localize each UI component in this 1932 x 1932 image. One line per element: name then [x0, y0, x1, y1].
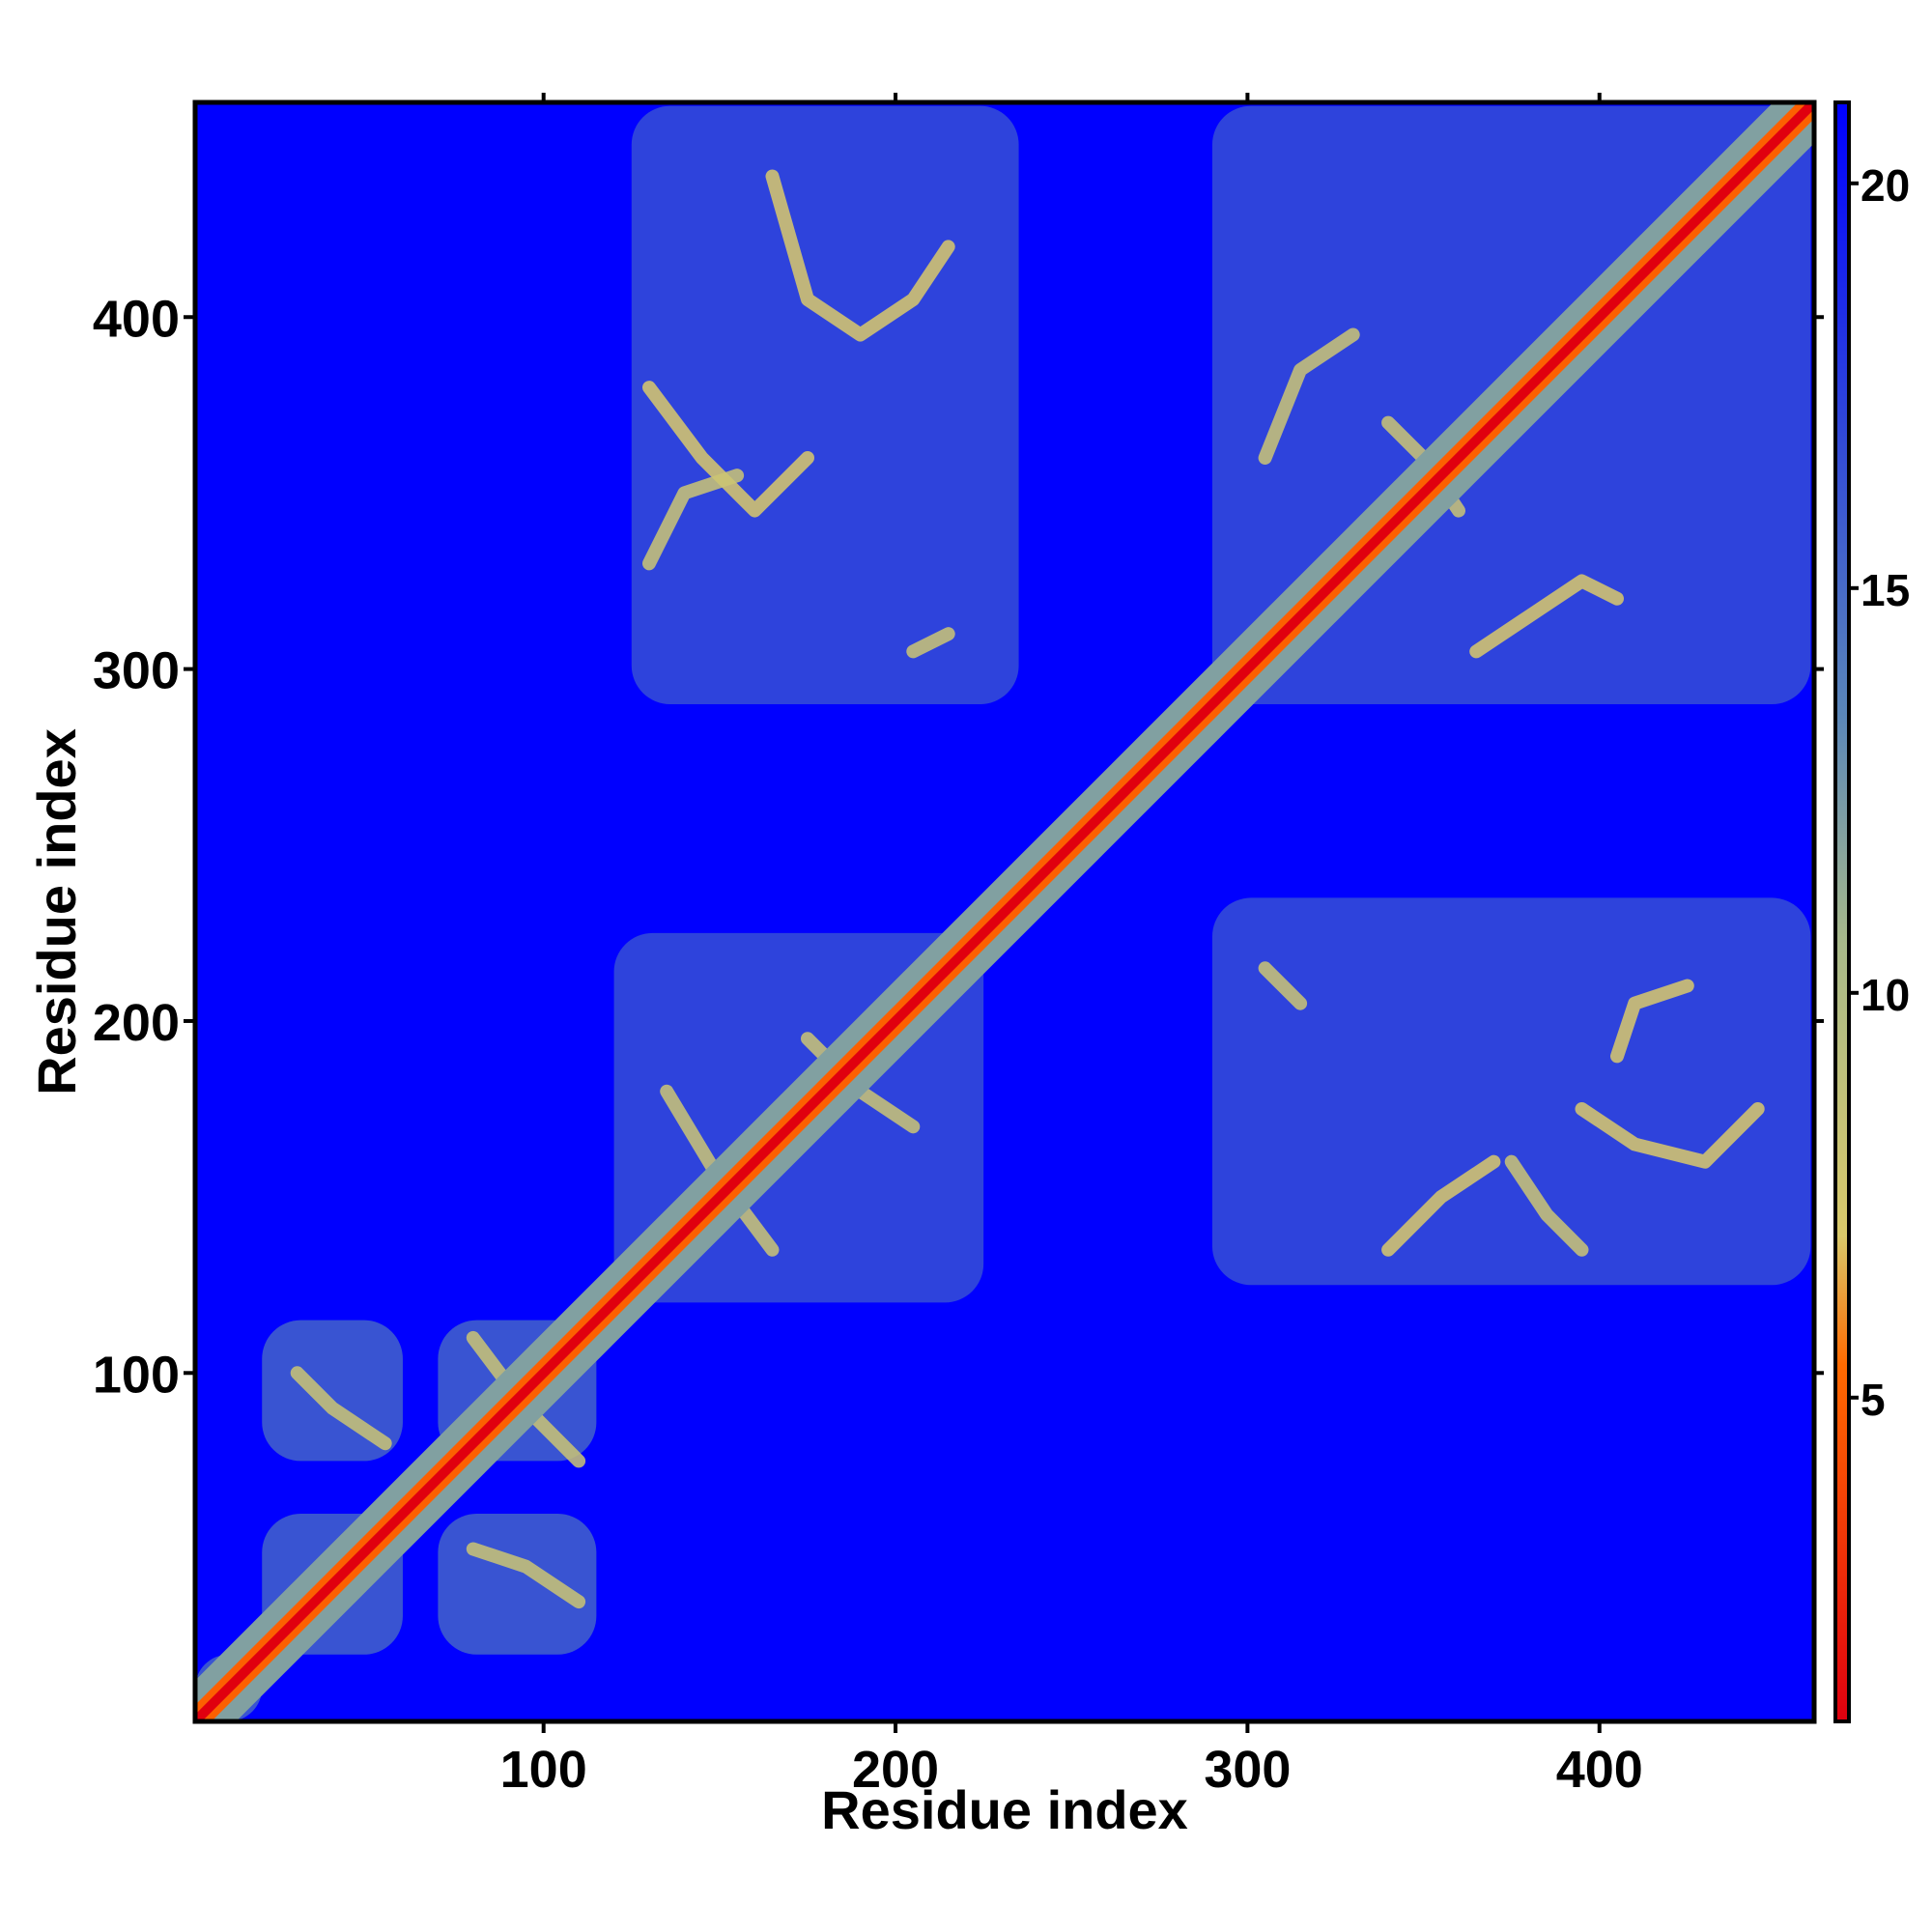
x-tick-label: 400 — [1556, 1741, 1643, 1799]
contact-arc-9 — [1381, 1154, 1501, 1257]
contact-domain-3 — [438, 1514, 597, 1655]
colorbar-tick-label: 20 — [1861, 160, 1910, 211]
right-axis-ticks — [1814, 315, 1824, 1376]
top-axis-ticks — [541, 93, 1602, 102]
contact-arc-7 — [1610, 979, 1694, 1064]
x-tick-label: 200 — [852, 1741, 939, 1799]
colorbar-ticks: 5 10 15 20 — [1849, 160, 1910, 1425]
contact-domain-7 — [1211, 897, 1811, 1286]
plot-frame — [192, 99, 1817, 1724]
colorbar-tick-label: 15 — [1861, 565, 1910, 615]
x-tick-label: 300 — [1204, 1741, 1291, 1799]
contact-arc-10 — [1504, 1154, 1589, 1257]
plot-area — [195, 102, 1814, 1721]
y-tick-label: 100 — [93, 1346, 180, 1404]
contact-arc-6 — [1469, 574, 1624, 659]
contact-arc-0 — [765, 169, 955, 342]
contact-arc-14 — [466, 1542, 586, 1609]
y-tick-label: 400 — [93, 290, 180, 348]
y-axis: 100 200 300 400 — [93, 290, 195, 1404]
contact-domain-6 — [631, 105, 1019, 705]
contact-arc-4 — [1258, 327, 1360, 465]
y-tick-label: 300 — [93, 642, 180, 700]
contact-arc-11 — [1258, 961, 1308, 1010]
colorbar: 5 10 15 20 — [1833, 100, 1910, 1723]
contact-arc-2 — [642, 469, 745, 571]
colorbar-tick-label: 5 — [1861, 1375, 1886, 1425]
contact-arc-8 — [1575, 1102, 1765, 1169]
y-axis-title: Residue index — [26, 728, 87, 1095]
diagonal-core — [195, 102, 1814, 1721]
y-tick-label: 200 — [93, 994, 180, 1052]
x-axis-title: Residue index — [821, 1779, 1188, 1840]
colorbar-bar — [1833, 100, 1851, 1723]
x-tick-label: 100 — [500, 1741, 587, 1799]
x-axis: 100 200 300 400 — [500, 1721, 1643, 1799]
colorbar-tick-label: 10 — [1861, 970, 1910, 1020]
contact-arc-12 — [290, 1366, 392, 1451]
contact-arc-3 — [906, 627, 955, 659]
